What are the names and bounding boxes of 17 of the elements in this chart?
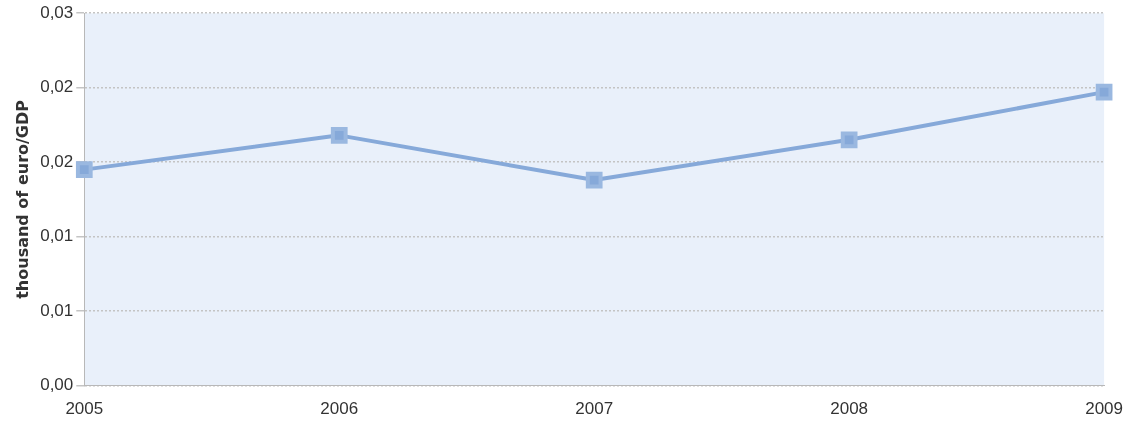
point: [585, 171, 603, 189]
point: [840, 131, 858, 149]
point: [75, 161, 93, 178]
x-tick-label: 2007: [575, 399, 614, 419]
x-tick-label: 2009: [1085, 399, 1123, 419]
y-tick-label: 0,02: [40, 77, 74, 97]
y-tick-label: 0,00: [40, 375, 74, 395]
y-tick-label: 0,03: [40, 2, 74, 22]
point: [1095, 83, 1113, 101]
y-tick-label: 0,01: [40, 226, 74, 246]
x-tick-label: 2008: [830, 399, 869, 419]
x-tick-label: 2006: [320, 399, 359, 419]
y-axis-title: thousand of euro/GDP: [12, 99, 32, 299]
y-tick-label: 0,02: [40, 151, 74, 171]
x-tick-label: 2005: [65, 399, 104, 419]
point: [330, 126, 348, 144]
y-tick-label: 0,01: [40, 300, 74, 320]
